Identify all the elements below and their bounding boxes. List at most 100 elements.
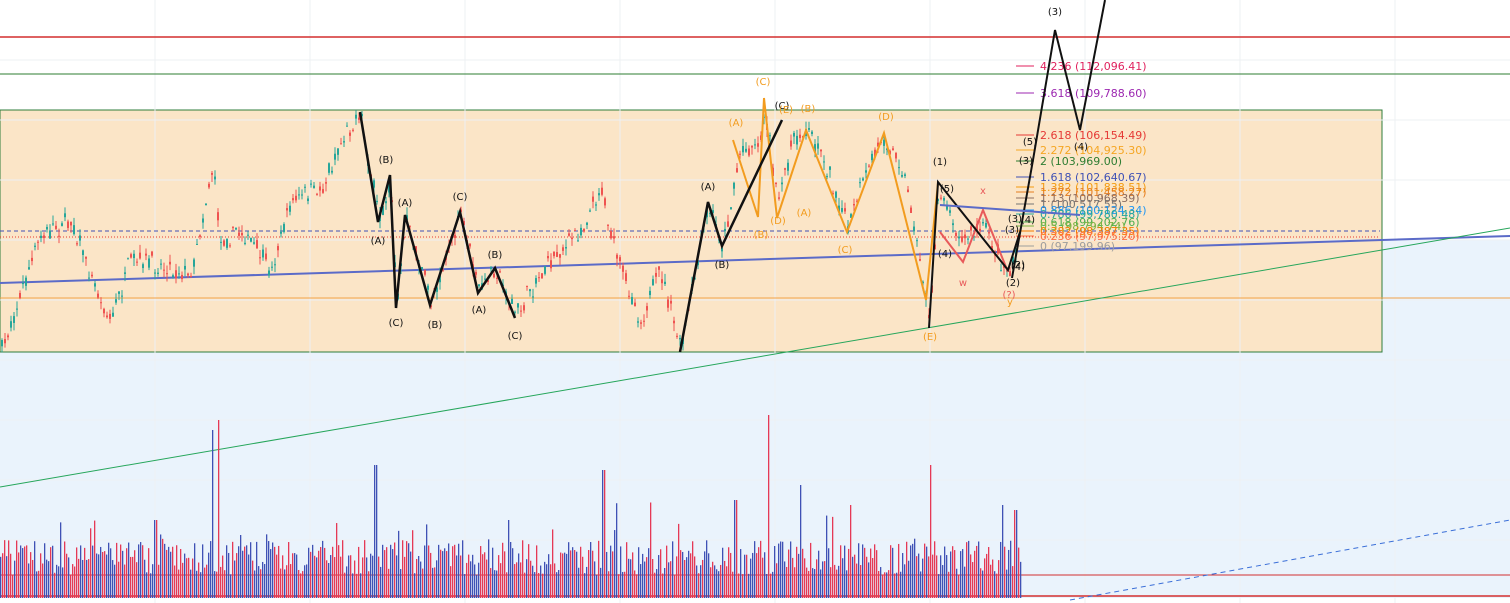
candle-body xyxy=(790,140,792,147)
fib-label: 3.618 (109,788.60) xyxy=(1040,87,1147,100)
volume-bar xyxy=(62,567,64,598)
volume-bar xyxy=(778,543,780,598)
volume-bar xyxy=(516,562,518,598)
volume-bar xyxy=(564,552,566,598)
volume-bar xyxy=(50,547,52,598)
candle-body xyxy=(67,221,69,228)
candle-body xyxy=(139,252,141,259)
volume-bar xyxy=(616,503,618,598)
candle-body xyxy=(553,251,555,257)
wave-label-orange: (C) xyxy=(756,77,771,88)
wave-path-black-2 xyxy=(678,119,784,353)
volume-bar xyxy=(12,574,14,598)
candle-body xyxy=(118,291,120,294)
volume-bar xyxy=(404,556,406,598)
volume-bar xyxy=(922,558,924,598)
candle-body xyxy=(793,132,795,137)
volume-bar xyxy=(300,573,302,598)
candle-body xyxy=(4,339,6,344)
volume-bar xyxy=(352,573,354,598)
volume-bar xyxy=(364,540,366,598)
volume-bar xyxy=(816,559,818,598)
volume-bar xyxy=(402,540,404,598)
candle-body xyxy=(163,269,165,271)
candle-body xyxy=(232,227,234,229)
volume-bar xyxy=(40,553,42,598)
fib-label: 1.272 (101,458.27) xyxy=(1040,186,1147,199)
volume-bar xyxy=(732,571,734,598)
volume-bar xyxy=(800,485,802,598)
candle-body xyxy=(874,149,876,158)
candle-body xyxy=(670,300,672,304)
volume-bar xyxy=(374,465,376,598)
candle-body xyxy=(787,162,789,171)
volume-bar xyxy=(256,541,258,598)
volume-bar xyxy=(592,550,594,598)
volume-bar xyxy=(722,547,724,598)
volume-bar xyxy=(852,556,854,598)
volume-bar xyxy=(738,573,740,598)
candle-body xyxy=(241,233,243,236)
volume-bar xyxy=(712,561,714,598)
wave-label-black: (C) xyxy=(453,192,468,203)
volume-bar xyxy=(550,564,552,598)
volume-bar xyxy=(246,545,248,598)
candle-body xyxy=(469,243,471,247)
volume-bar xyxy=(178,569,180,598)
volume-bar xyxy=(888,570,890,598)
volume-bar xyxy=(894,573,896,598)
volume-bar xyxy=(126,548,128,598)
candle-body xyxy=(586,222,588,225)
volume-bar xyxy=(744,554,746,598)
volume-bar xyxy=(598,540,600,598)
volume-bar xyxy=(792,557,794,598)
volume-bar xyxy=(440,549,442,598)
volume-bar xyxy=(642,553,644,598)
volume-bar xyxy=(834,564,836,598)
volume-bar xyxy=(694,556,696,598)
candle-body xyxy=(607,224,609,226)
candle-body xyxy=(214,176,216,180)
candle-body xyxy=(115,299,117,303)
volume-bar xyxy=(490,568,492,598)
volume-bar xyxy=(710,567,712,598)
wave-path-blue-triangle xyxy=(939,204,1081,216)
candle-body xyxy=(838,205,840,212)
volume-bar xyxy=(418,556,420,598)
volume-bar xyxy=(572,547,574,598)
volume-bar xyxy=(990,564,992,598)
candle-body xyxy=(160,263,162,265)
volume-bar xyxy=(446,551,448,598)
volume-bar xyxy=(262,561,264,598)
volume-bar xyxy=(810,542,812,598)
volume-bar xyxy=(560,552,562,598)
volume-bar xyxy=(48,561,50,598)
volume-bar xyxy=(172,546,174,598)
volume-bar xyxy=(846,570,848,598)
volume-bar xyxy=(270,549,272,598)
volume-bar xyxy=(662,573,664,598)
candle-body xyxy=(463,221,465,225)
volume-bar xyxy=(454,544,456,598)
volume-bar xyxy=(618,574,620,598)
volume-bar xyxy=(72,564,74,598)
volume-bar xyxy=(332,546,334,598)
candle-body xyxy=(757,143,759,147)
volume-bar xyxy=(506,572,508,598)
volume-bar xyxy=(144,559,146,598)
candle-body xyxy=(76,243,78,245)
volume-bar xyxy=(182,562,184,598)
volume-bar xyxy=(350,555,352,598)
volume-bar xyxy=(466,562,468,598)
fib-label: 2.272 (104,925.30) xyxy=(1040,144,1147,157)
volume-bar xyxy=(410,551,412,598)
volume-bar xyxy=(220,566,222,598)
candle-body xyxy=(430,305,432,308)
volume-bar xyxy=(692,541,694,598)
volume-bar xyxy=(1004,546,1006,598)
candle-body xyxy=(898,167,900,169)
candle-body xyxy=(439,275,441,283)
wave-label-black: (B) xyxy=(488,250,503,261)
candle-body xyxy=(280,231,282,234)
volume-bar xyxy=(250,542,252,598)
